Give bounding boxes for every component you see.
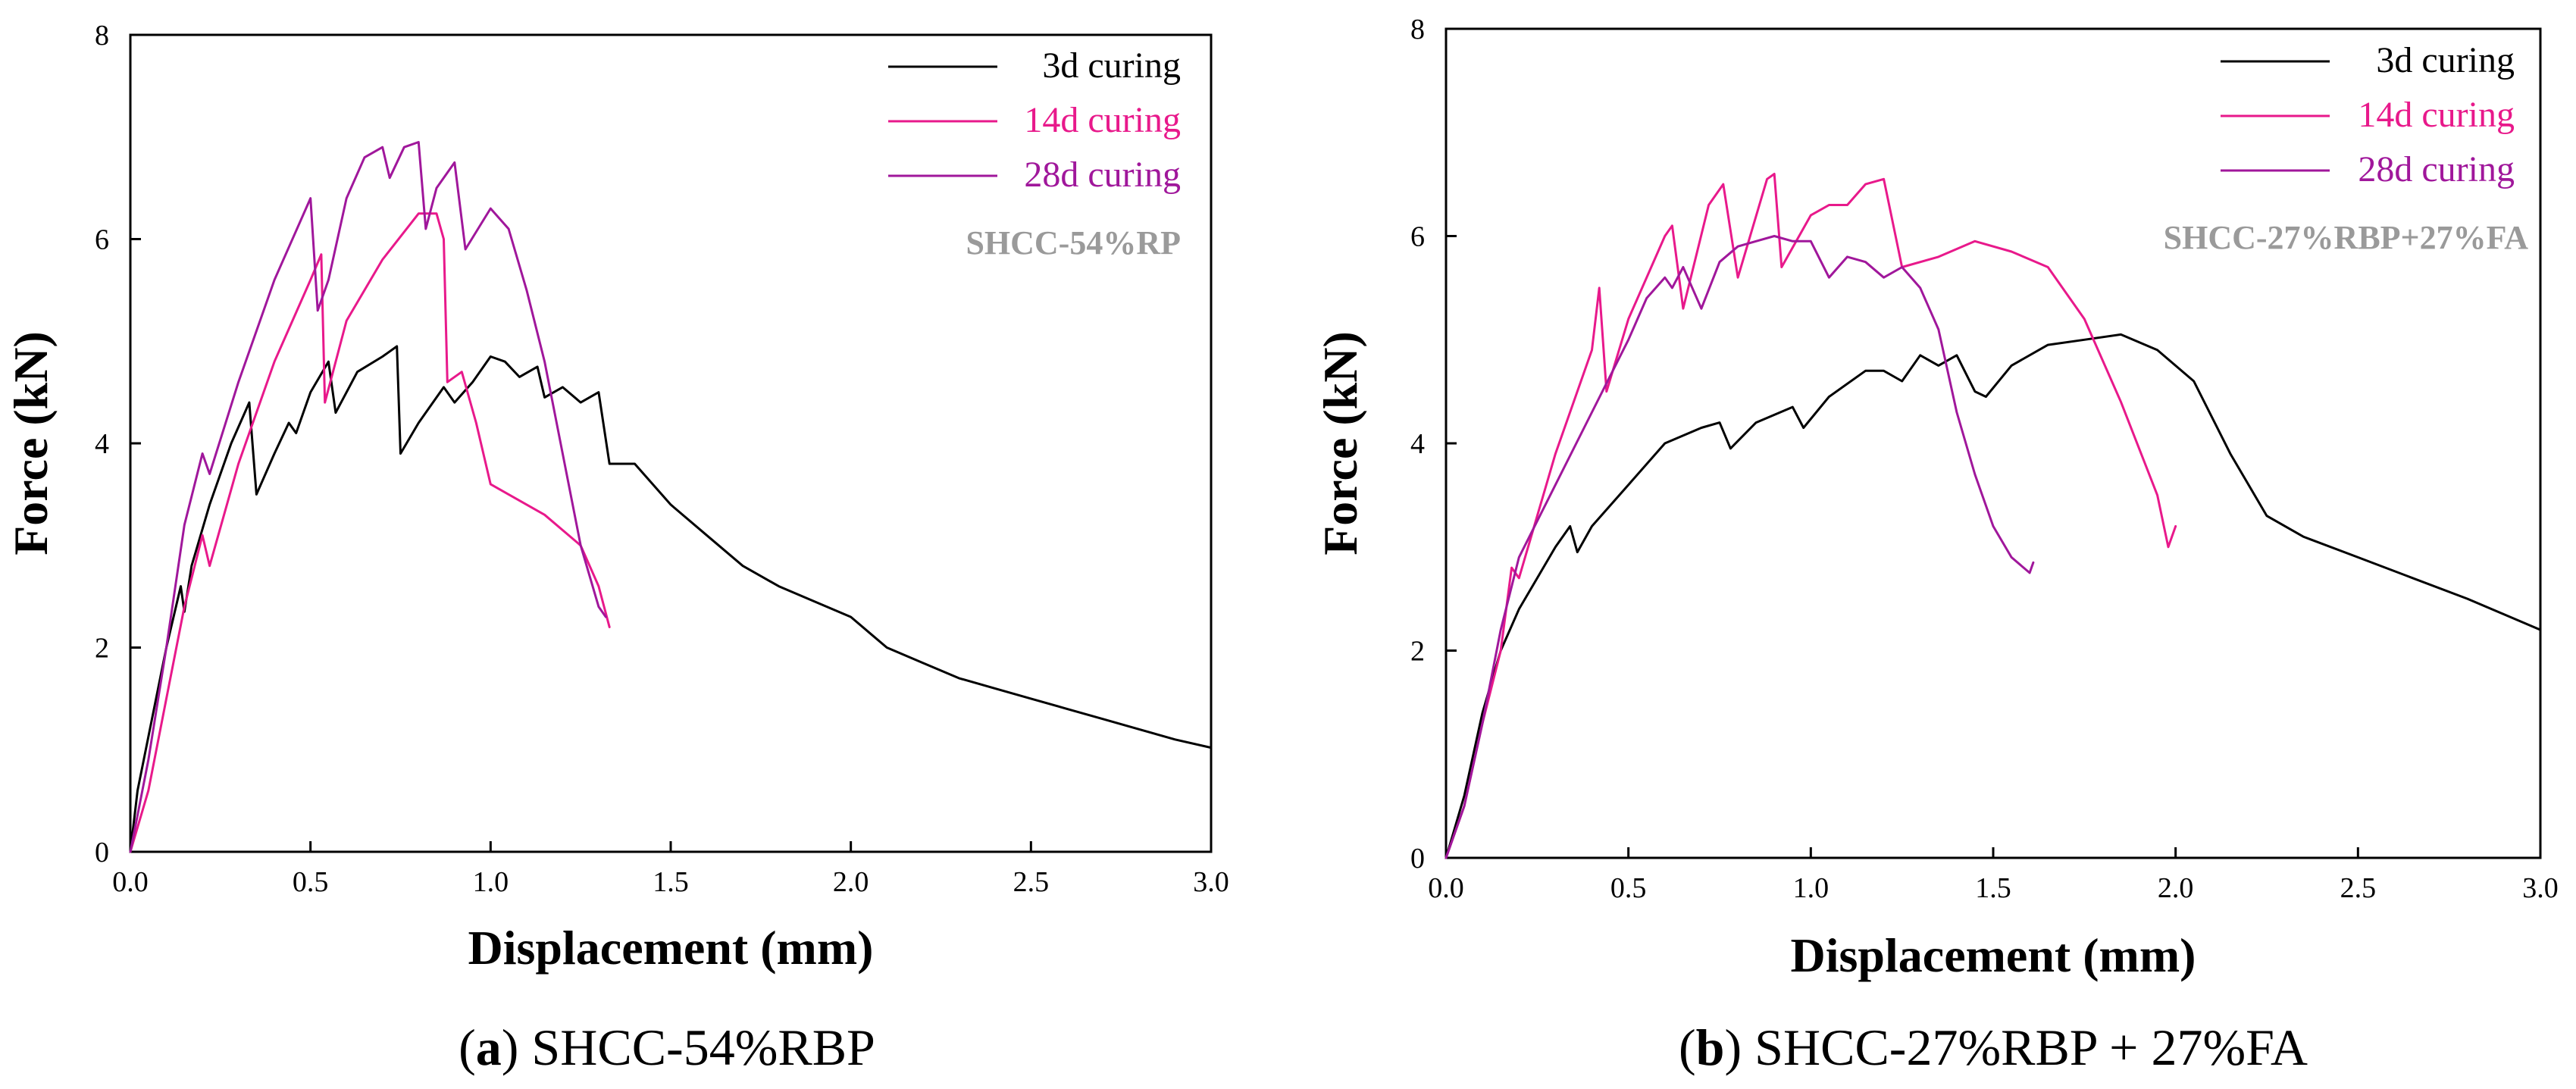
y-tick-label: 8 bbox=[95, 20, 109, 52]
y-tick-label: 2 bbox=[1410, 636, 1425, 668]
y-axis-title: Force (kN) bbox=[4, 331, 58, 555]
y-tick-label: 0 bbox=[1410, 843, 1425, 875]
x-tick-label: 0.0 bbox=[112, 866, 149, 898]
y-tick-label: 6 bbox=[1410, 221, 1425, 253]
x-tick-label: 1.5 bbox=[653, 866, 689, 898]
x-tick-label: 1.5 bbox=[1975, 872, 2011, 904]
series-line-28d-curing bbox=[129, 141, 607, 853]
panel-caption: (b) SHCC-27%RBP + 27%FA bbox=[1679, 1019, 2308, 1076]
caption-letter: a bbox=[476, 1019, 502, 1076]
legend-label: 28d curing bbox=[2358, 149, 2515, 189]
y-tick-label: 2 bbox=[95, 633, 109, 665]
caption-text: SHCC-54%RBP bbox=[531, 1019, 875, 1076]
x-tick-label: 1.0 bbox=[473, 866, 509, 898]
series-line-3d-curing bbox=[129, 345, 1213, 853]
chart-panel-b: 0.0 0.5 1.0 1.5 2.0 2.5 3.0 0 2 4 6 8 Displacement (… bbox=[1313, 14, 2559, 1076]
x-tick-label: 0.5 bbox=[1610, 872, 1647, 904]
caption-paren-open: ( bbox=[459, 1019, 476, 1076]
caption-paren-close: ) bbox=[502, 1019, 532, 1076]
caption-paren-open: ( bbox=[1679, 1019, 1696, 1076]
y-tick-label: 6 bbox=[95, 224, 109, 256]
x-tick-label: 2.5 bbox=[2340, 872, 2377, 904]
x-tick-label: 3.0 bbox=[1193, 866, 1229, 898]
caption-text: SHCC-27%RBP + 27%FA bbox=[1754, 1019, 2308, 1076]
series-line-14d-curing bbox=[1445, 173, 2177, 859]
specimen-annotation: SHCC-54%RP bbox=[966, 224, 1181, 261]
x-tick-label: 2.5 bbox=[1013, 866, 1050, 898]
x-tick-label: 2.0 bbox=[833, 866, 869, 898]
x-tick-label: 0.0 bbox=[1428, 872, 1464, 904]
chart-panel-a: 0.0 0.5 1.0 1.5 2.0 2.5 3.0 0 2 4 6 8 Displacement (… bbox=[4, 20, 1229, 1076]
y-tick-label: 4 bbox=[95, 428, 109, 460]
legend-label: 14d curing bbox=[2358, 95, 2515, 135]
x-tick-label: 1.0 bbox=[1793, 872, 1829, 904]
series-line-3d-curing bbox=[1445, 333, 2542, 859]
caption-paren-close: ) bbox=[1725, 1019, 1755, 1076]
legend-label: 3d curing bbox=[2376, 40, 2515, 80]
panel-caption: (a) SHCC-54%RBP bbox=[459, 1019, 875, 1076]
x-tick-label: 3.0 bbox=[2522, 872, 2559, 904]
y-tick-label: 4 bbox=[1410, 428, 1425, 460]
series-line-14d-curing bbox=[129, 212, 611, 853]
legend-label: 28d curing bbox=[1024, 155, 1181, 195]
x-axis-title: Displacement (mm) bbox=[468, 921, 874, 975]
y-tick-label: 8 bbox=[1410, 14, 1425, 45]
caption-letter: b bbox=[1696, 1019, 1725, 1076]
y-tick-label: 0 bbox=[95, 837, 109, 868]
specimen-annotation: SHCC-27%RBP+27%FA bbox=[2164, 219, 2529, 256]
legend-label: 3d curing bbox=[1042, 45, 1181, 86]
x-axis-title: Displacement (mm) bbox=[1791, 928, 2196, 982]
x-tick-label: 0.5 bbox=[293, 866, 329, 898]
x-tick-label: 2.0 bbox=[2158, 872, 2194, 904]
legend-label: 14d curing bbox=[1024, 100, 1181, 140]
series-line-28d-curing bbox=[1445, 235, 2035, 859]
y-axis-title: Force (kN) bbox=[1313, 331, 1367, 555]
